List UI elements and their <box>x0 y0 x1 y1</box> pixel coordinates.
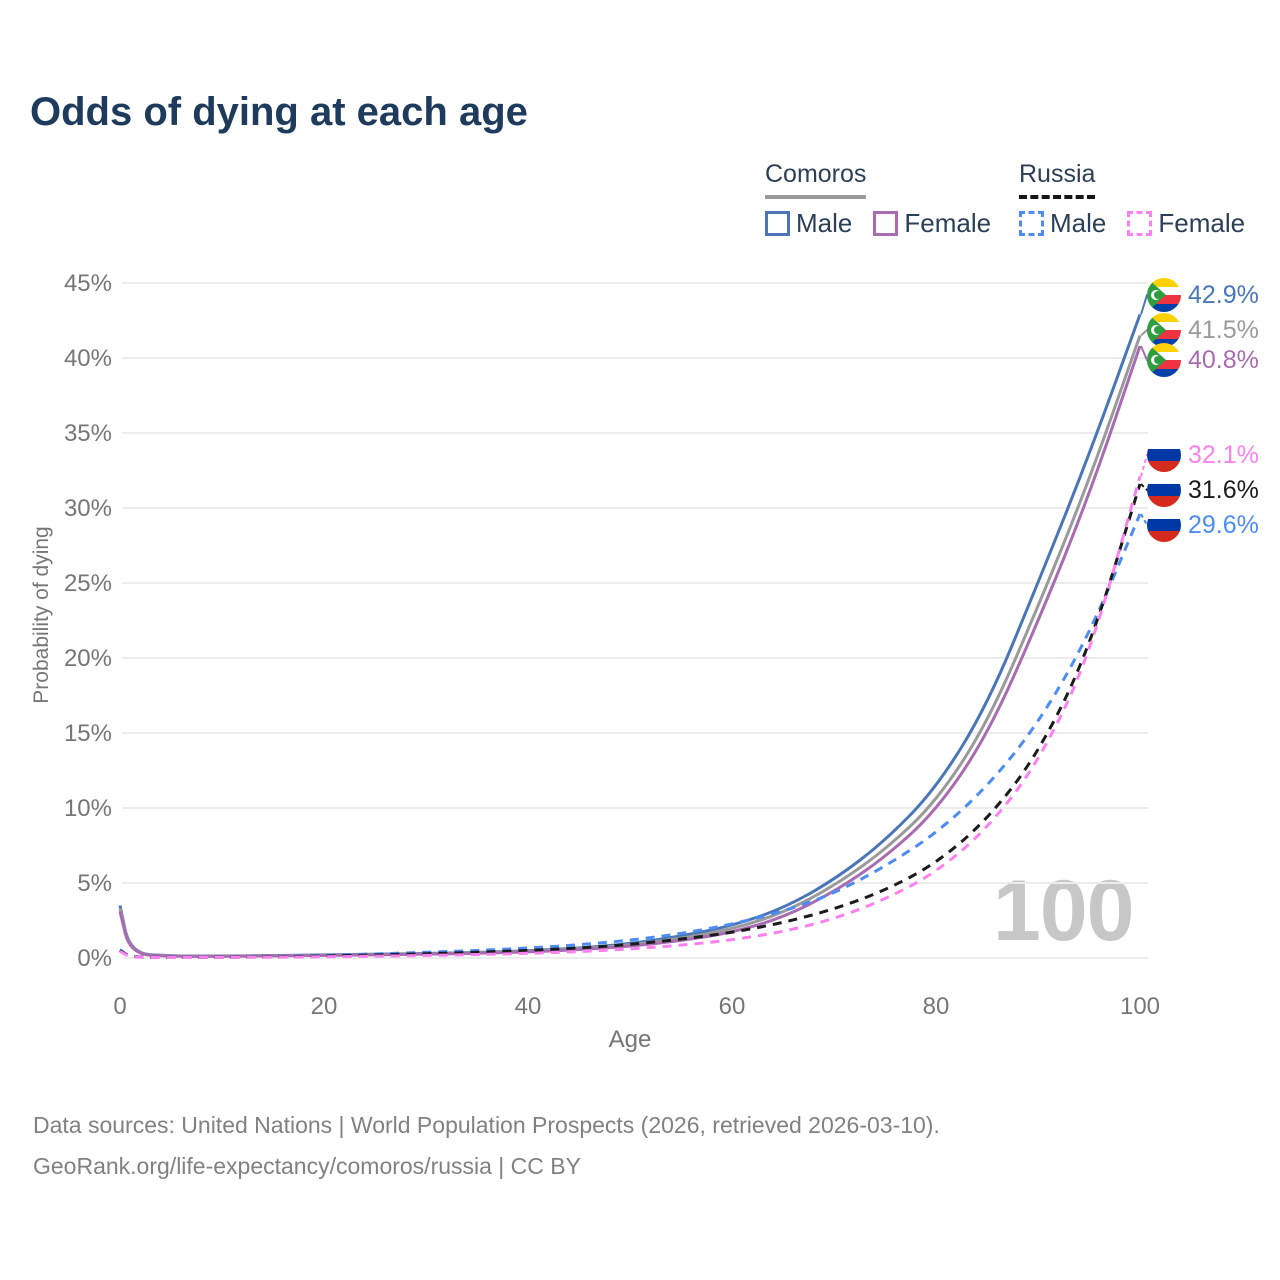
y-tick-label: 35% <box>64 420 112 447</box>
end-label-value: 31.6% <box>1188 475 1259 504</box>
comoros-flag-icon <box>1147 343 1181 377</box>
y-tick-label: 30% <box>64 495 112 522</box>
data-source-note: Data sources: United Nations | World Pop… <box>33 1105 940 1187</box>
y-tick-label: 5% <box>77 870 112 897</box>
end-label-comoros-female: 40.8% <box>1147 342 1259 378</box>
end-label-russia-male: 29.6% <box>1147 507 1259 543</box>
legend-comoros-label: Comoros <box>765 160 867 199</box>
age-watermark: 100 <box>993 863 1134 959</box>
comoros-flag-icon <box>1147 278 1181 312</box>
end-label-value: 40.8% <box>1188 345 1259 374</box>
series-line-russia-male <box>119 513 1142 959</box>
russia-male-swatch-icon <box>1019 211 1044 236</box>
y-tick-label: 15% <box>64 720 112 747</box>
comoros-male-swatch-icon <box>765 211 790 236</box>
end-label-value: 42.9% <box>1188 280 1259 309</box>
end-label-russia-both: 31.6% <box>1147 472 1259 508</box>
russia-female-swatch-icon <box>1127 211 1153 236</box>
legend-item-russia-female[interactable]: Female <box>1127 208 1245 239</box>
comoros-flag-icon <box>1147 313 1181 347</box>
legend-item-label: Female <box>1158 208 1246 238</box>
end-label-value: 29.6% <box>1188 510 1259 539</box>
y-tick-label: 40% <box>64 345 112 372</box>
x-tick-label: 100 <box>1120 993 1160 1020</box>
legend-item-russia-male[interactable]: Male <box>1019 208 1106 239</box>
series-line-russia-female <box>119 476 1142 959</box>
y-tick-label: 20% <box>64 645 112 672</box>
series-line-comoros-female <box>118 345 1142 958</box>
legend-item-label: Male <box>1050 208 1107 238</box>
legend-group-russia: Russia Male Female <box>1019 160 1245 239</box>
legend-group-comoros: Comoros Male Female <box>765 160 991 239</box>
y-tick-label: 0% <box>77 945 112 972</box>
y-tick-label: 45% <box>64 270 112 297</box>
y-tick-label: 25% <box>64 570 112 597</box>
russia-flag-icon <box>1147 438 1181 472</box>
x-tick-label: 80 <box>923 993 950 1020</box>
legend-row-russia: Male Female <box>1019 208 1245 239</box>
x-tick-label: 40 <box>515 993 542 1020</box>
end-label-comoros-male: 42.9% <box>1147 277 1259 313</box>
y-tick-label: 10% <box>64 795 112 822</box>
series-line-comoros-both <box>118 335 1142 958</box>
end-label-russia-female: 32.1% <box>1147 437 1259 473</box>
legend-item-comoros-female[interactable]: Female <box>873 208 991 239</box>
end-label-value: 41.5% <box>1188 315 1259 344</box>
comoros-female-swatch-icon <box>873 211 899 236</box>
legend-russia-label: Russia <box>1019 160 1096 199</box>
x-tick-label: 20 <box>311 993 338 1020</box>
data-source-line1: Data sources: United Nations | World Pop… <box>33 1112 940 1138</box>
legend-item-label: Male <box>796 208 853 238</box>
russia-flag-icon <box>1147 508 1181 542</box>
legend-row-comoros: Male Female <box>765 208 991 239</box>
end-label-comoros-both: 41.5% <box>1147 312 1259 348</box>
x-tick-label: 60 <box>719 993 746 1020</box>
page-title: Odds of dying at each age <box>30 90 528 134</box>
data-source-line2: GeoRank.org/life-expectancy/comoros/russ… <box>33 1153 581 1179</box>
legend-item-comoros-male[interactable]: Male <box>765 208 852 239</box>
x-tick-label: 0 <box>113 993 126 1020</box>
legend-item-label: Female <box>904 208 992 238</box>
end-label-value: 32.1% <box>1188 440 1259 469</box>
x-axis-title: Age <box>608 1026 652 1053</box>
series-line-comoros-male <box>118 313 1142 958</box>
russia-flag-icon <box>1147 473 1181 507</box>
